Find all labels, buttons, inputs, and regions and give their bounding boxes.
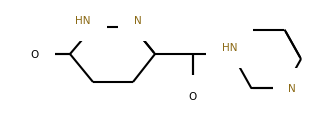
Text: O: O [31, 50, 39, 60]
Text: O: O [189, 91, 197, 101]
Text: N: N [289, 84, 296, 94]
Text: HN: HN [76, 16, 91, 26]
Text: HN: HN [222, 43, 238, 53]
Text: N: N [134, 16, 142, 26]
